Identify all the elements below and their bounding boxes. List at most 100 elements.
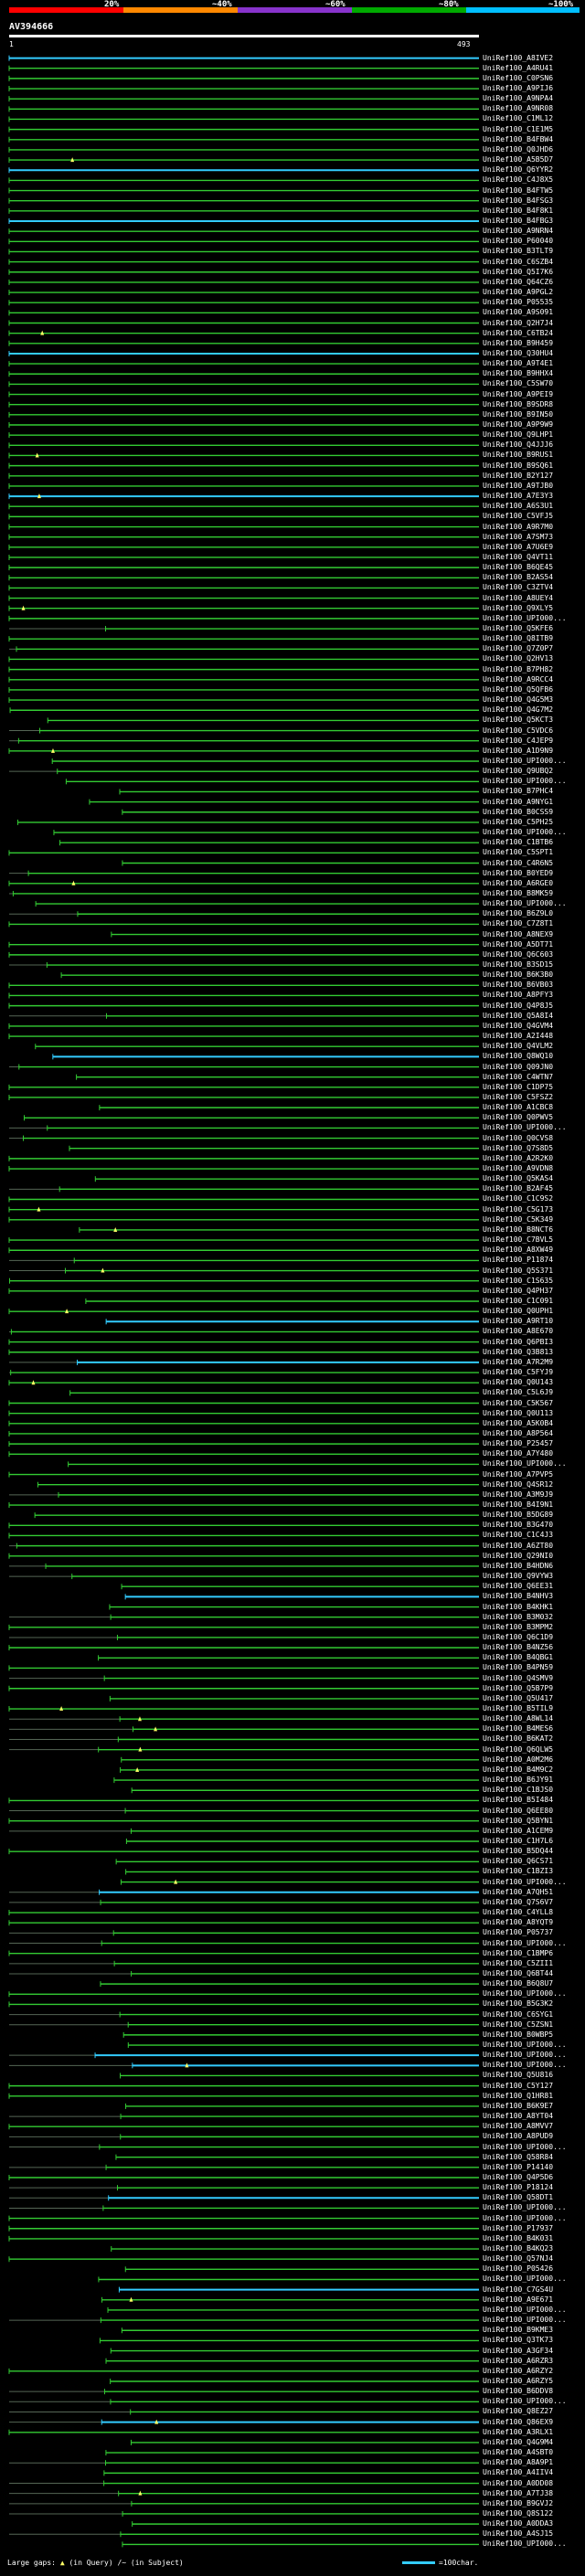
hit-label[interactable]: UniRef100_B0CSS9 [483, 807, 554, 816]
hit-label[interactable]: UniRef100_C1DP75 [483, 1082, 554, 1091]
hit-label[interactable]: UniRef100_B4FBG3 [483, 216, 554, 225]
hit-label[interactable]: UniRef100_A2R2K0 [483, 1153, 554, 1162]
hit-label[interactable]: UniRef100_Q0U143 [483, 1378, 554, 1387]
hit-label[interactable]: UniRef100_C1BTB6 [483, 838, 554, 847]
hit-label[interactable]: UniRef100_C4J8X5 [483, 175, 554, 185]
hit-label[interactable]: UniRef100_Q3TK73 [483, 2336, 554, 2345]
hit-label[interactable]: UniRef100_B6KAT2 [483, 1734, 554, 1744]
hit-label[interactable]: UniRef100_Q6EE80 [483, 1806, 554, 1815]
hit-label[interactable]: UniRef100_Q5B7P9 [483, 1683, 554, 1692]
hit-label[interactable]: UniRef100_C5ZII1 [483, 1958, 554, 1967]
hit-label[interactable]: UniRef100_Q4SMV9 [483, 1673, 554, 1682]
hit-label[interactable]: UniRef100_A4SBT0 [483, 2448, 554, 2457]
hit-label[interactable]: UniRef100_A5DT71 [483, 939, 554, 949]
hit-label[interactable]: UniRef100_A7E3Y3 [483, 492, 554, 501]
hit-label[interactable]: UniRef100_A9TJB0 [483, 481, 554, 490]
hit-label[interactable]: UniRef100_Q4JJJ6 [483, 440, 554, 450]
hit-label[interactable]: UniRef100_Q2H7J4 [483, 318, 554, 327]
hit-label[interactable]: UniRef100_UPI000... [483, 1459, 567, 1468]
hit-label[interactable]: UniRef100_A9S091 [483, 308, 554, 317]
hit-label[interactable]: UniRef100_UPI000... [483, 756, 567, 765]
hit-label[interactable]: UniRef100_B3TLT9 [483, 247, 554, 256]
hit-label[interactable]: UniRef100_C5ZSN1 [483, 2019, 554, 2029]
hit-label[interactable]: UniRef100_C6SYG1 [483, 2009, 554, 2019]
hit-label[interactable]: UniRef100_Q6C1D9 [483, 1632, 554, 1641]
hit-label[interactable]: UniRef100_B6K9E7 [483, 2101, 554, 2110]
hit-label[interactable]: UniRef100_B6K3B0 [483, 970, 554, 980]
hit-label[interactable]: UniRef100_A1CBC8 [483, 1103, 554, 1112]
hit-label[interactable]: UniRef100_Q6QLW5 [483, 1744, 554, 1754]
hit-label[interactable]: UniRef100_B3MPM2 [483, 1622, 554, 1631]
hit-label[interactable]: UniRef100_Q6PBI3 [483, 1337, 554, 1346]
hit-label[interactable]: UniRef100_Q5KFE6 [483, 624, 554, 633]
hit-label[interactable]: UniRef100_A7U6E9 [483, 542, 554, 551]
hit-label[interactable]: UniRef100_A6RGE0 [483, 878, 554, 887]
hit-label[interactable]: UniRef100_Q4P5D6 [483, 2172, 554, 2181]
hit-label[interactable]: UniRef100_A8MVV7 [483, 2122, 554, 2131]
hit-label[interactable]: UniRef100_UPI000... [483, 613, 567, 622]
hit-label[interactable]: UniRef100_Q30HU4 [483, 348, 554, 357]
hit-label[interactable]: UniRef100_Q4G9M4 [483, 2437, 554, 2446]
hit-label[interactable]: UniRef100_UPI000... [483, 1877, 567, 1886]
hit-label[interactable]: UniRef100_B3M032 [483, 1612, 554, 1621]
hit-label[interactable]: UniRef100_P05426 [483, 2264, 554, 2274]
hit-label[interactable]: UniRef100_C5VFJ5 [483, 512, 554, 521]
hit-label[interactable]: UniRef100_Q64CZ6 [483, 277, 554, 286]
hit-label[interactable]: UniRef100_C5K349 [483, 1214, 554, 1224]
hit-label[interactable]: UniRef100_C1C9S2 [483, 1194, 554, 1203]
hit-label[interactable]: UniRef100_B6Q8U7 [483, 1979, 554, 1988]
hit-label[interactable]: UniRef100_UPI000... [483, 2305, 567, 2314]
hit-label[interactable]: UniRef100_B2AS54 [483, 573, 554, 582]
hit-label[interactable]: UniRef100_B5G3K2 [483, 1999, 554, 2009]
hit-label[interactable]: UniRef100_Q5S371 [483, 1266, 554, 1275]
hit-label[interactable]: UniRef100_P05737 [483, 1928, 554, 1937]
hit-label[interactable]: UniRef100_C3ZTV4 [483, 583, 554, 592]
hit-label[interactable]: UniRef100_A3M9J9 [483, 1489, 554, 1499]
hit-label[interactable]: UniRef100_Q4G5M3 [483, 695, 554, 705]
hit-label[interactable]: UniRef100_B4FSG3 [483, 196, 554, 205]
hit-label[interactable]: UniRef100_B6QE45 [483, 563, 554, 572]
hit-label[interactable]: UniRef100_A7Y480 [483, 1449, 554, 1458]
hit-label[interactable]: UniRef100_B4KQ23 [483, 2244, 554, 2253]
hit-label[interactable]: UniRef100_Q57NJ4 [483, 2254, 554, 2263]
hit-label[interactable]: UniRef100_Q6C603 [483, 949, 554, 959]
hit-label[interactable]: UniRef100_B5DQ44 [483, 1847, 554, 1856]
hit-label[interactable]: UniRef100_UPI000... [483, 2203, 567, 2212]
hit-label[interactable]: UniRef100_Q0CVS8 [483, 1133, 554, 1142]
hit-label[interactable]: UniRef100_A0DDA3 [483, 2519, 554, 2528]
hit-label[interactable]: UniRef100_C1ML12 [483, 114, 554, 123]
hit-label[interactable]: UniRef100_Q4SR12 [483, 1479, 554, 1489]
hit-label[interactable]: UniRef100_B5DG89 [483, 1511, 554, 1520]
hit-label[interactable]: UniRef100_UPI000... [483, 2051, 567, 2060]
hit-label[interactable]: UniRef100_B3SD15 [483, 960, 554, 970]
hit-label[interactable]: UniRef100_UPI000... [483, 1123, 567, 1132]
hit-label[interactable]: UniRef100_B9GVJ2 [483, 2498, 554, 2507]
hit-label[interactable]: UniRef100_Q1HR81 [483, 2091, 554, 2100]
hit-label[interactable]: UniRef100_Q6CS71 [483, 1857, 554, 1866]
hit-label[interactable]: UniRef100_Q5A8I4 [483, 1011, 554, 1020]
hit-label[interactable]: UniRef100_C4JEP9 [483, 736, 554, 745]
hit-label[interactable]: UniRef100_C6TB24 [483, 328, 554, 337]
hit-label[interactable]: UniRef100_B4F8K1 [483, 206, 554, 215]
hit-label[interactable]: UniRef100_Q5QFB6 [483, 684, 554, 694]
hit-label[interactable]: UniRef100_Q8WQ10 [483, 1052, 554, 1061]
hit-label[interactable]: UniRef100_A7R2M9 [483, 1357, 554, 1366]
hit-label[interactable]: UniRef100_UPI000... [483, 1938, 567, 1947]
hit-label[interactable]: UniRef100_A6RZY5 [483, 2377, 554, 2385]
hit-label[interactable]: UniRef100_A5B5D7 [483, 155, 554, 164]
hit-label[interactable]: UniRef100_Q0U113 [483, 1408, 554, 1417]
hit-label[interactable]: UniRef100_A9PGL2 [483, 288, 554, 297]
hit-label[interactable]: UniRef100_A7SM73 [483, 532, 554, 541]
hit-label[interactable]: UniRef100_A5K0B4 [483, 1418, 554, 1427]
hit-label[interactable]: UniRef100_A9T4E1 [483, 359, 554, 368]
hit-label[interactable]: UniRef100_UPI000... [483, 777, 567, 786]
hit-label[interactable]: UniRef100_P05535 [483, 298, 554, 307]
hit-label[interactable]: UniRef100_A0M2M6 [483, 1754, 554, 1764]
hit-label[interactable]: UniRef100_A9PIJ6 [483, 84, 554, 93]
hit-label[interactable]: UniRef100_A8A9P1 [483, 2458, 554, 2467]
hit-label[interactable]: UniRef100_C5G173 [483, 1204, 554, 1214]
hit-label[interactable]: UniRef100_A7PVP5 [483, 1469, 554, 1479]
hit-label[interactable]: UniRef100_UPI000... [483, 2397, 567, 2406]
hit-label[interactable]: UniRef100_C1E1M5 [483, 124, 554, 133]
hit-label[interactable]: UniRef100_A7TJ38 [483, 2488, 554, 2497]
